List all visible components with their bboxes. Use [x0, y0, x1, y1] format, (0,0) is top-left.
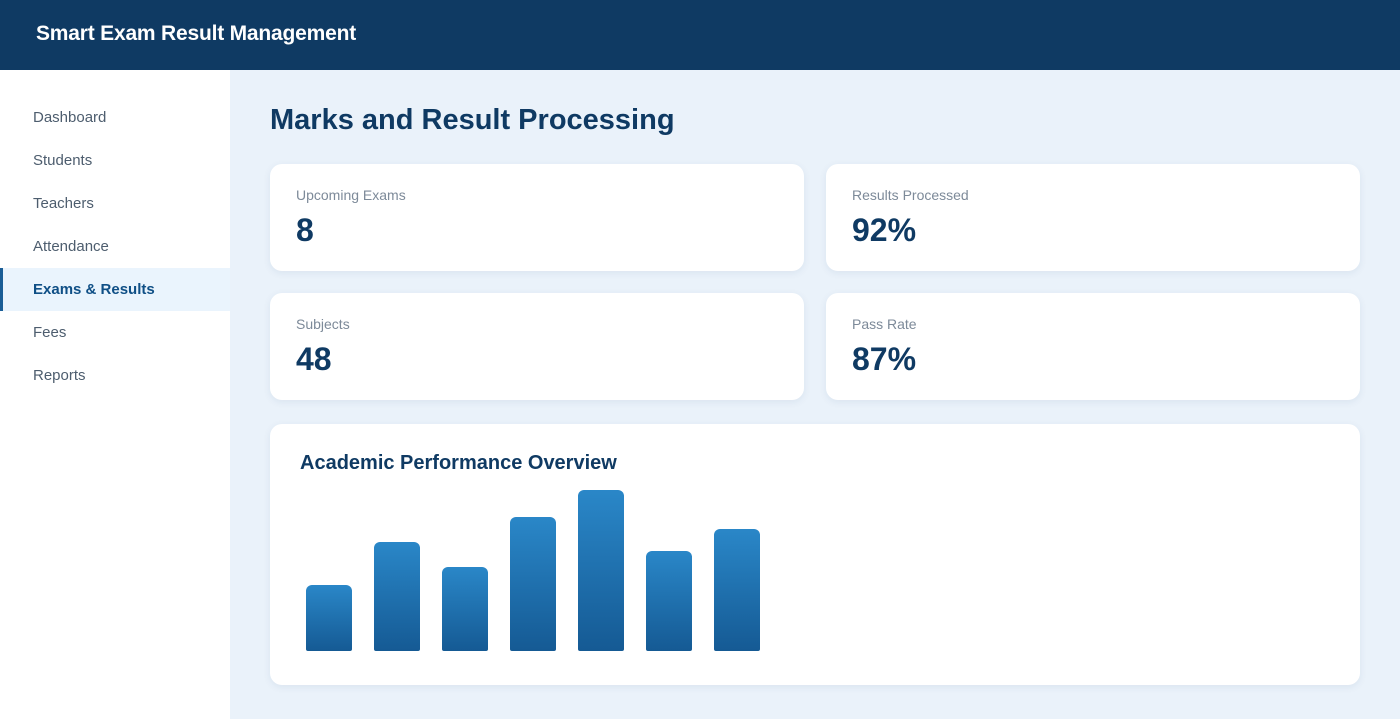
- stat-value: 87%: [852, 341, 917, 377]
- stat-value: 8: [296, 212, 314, 248]
- sidebar-item-students[interactable]: Students: [33, 152, 93, 169]
- stat-card-subjects: Subjects 48: [270, 293, 804, 400]
- sidebar-item-teachers[interactable]: Teachers: [33, 195, 94, 212]
- stat-card-pass-rate: Pass Rate 87%: [826, 293, 1360, 400]
- sidebar-item-exams-results[interactable]: Exams & Results: [0, 268, 230, 311]
- stat-value: 92%: [852, 212, 917, 248]
- stat-value: 48: [296, 341, 332, 377]
- stat-card-results-processed: Results Processed 92%: [826, 164, 1360, 271]
- chart-title: Academic Performance Overview: [300, 452, 617, 474]
- main-content: Marks and Result Processing Upcoming Exa…: [230, 70, 1400, 719]
- bar-chart: [270, 424, 1360, 685]
- page-title: Marks and Result Processing: [270, 104, 675, 136]
- sidebar-item-dashboard[interactable]: Dashboard: [33, 109, 107, 126]
- sidebar-item-attendance[interactable]: Attendance: [33, 238, 109, 255]
- chart-bar: [306, 585, 352, 651]
- chart-bar: [578, 490, 624, 651]
- sidebar: Dashboard Students Teachers Attendance E…: [0, 70, 230, 719]
- top-header: Smart Exam Result Management: [0, 0, 1400, 70]
- app-title: Smart Exam Result Management: [36, 22, 357, 45]
- stat-card-upcoming-exams: Upcoming Exams 8: [270, 164, 804, 271]
- chart-bar: [646, 551, 692, 651]
- stat-label: Subjects: [296, 316, 350, 332]
- stat-label: Results Processed: [852, 187, 969, 203]
- chart-bar: [714, 529, 760, 651]
- stat-label: Pass Rate: [852, 316, 917, 332]
- sidebar-item-fees[interactable]: Fees: [33, 324, 67, 341]
- chart-bar: [510, 517, 556, 651]
- performance-chart-card: Academic Performance Overview: [270, 424, 1360, 685]
- chart-bar: [442, 567, 488, 651]
- sidebar-item-reports[interactable]: Reports: [33, 367, 86, 384]
- stat-label: Upcoming Exams: [296, 187, 406, 203]
- chart-bar: [374, 542, 420, 651]
